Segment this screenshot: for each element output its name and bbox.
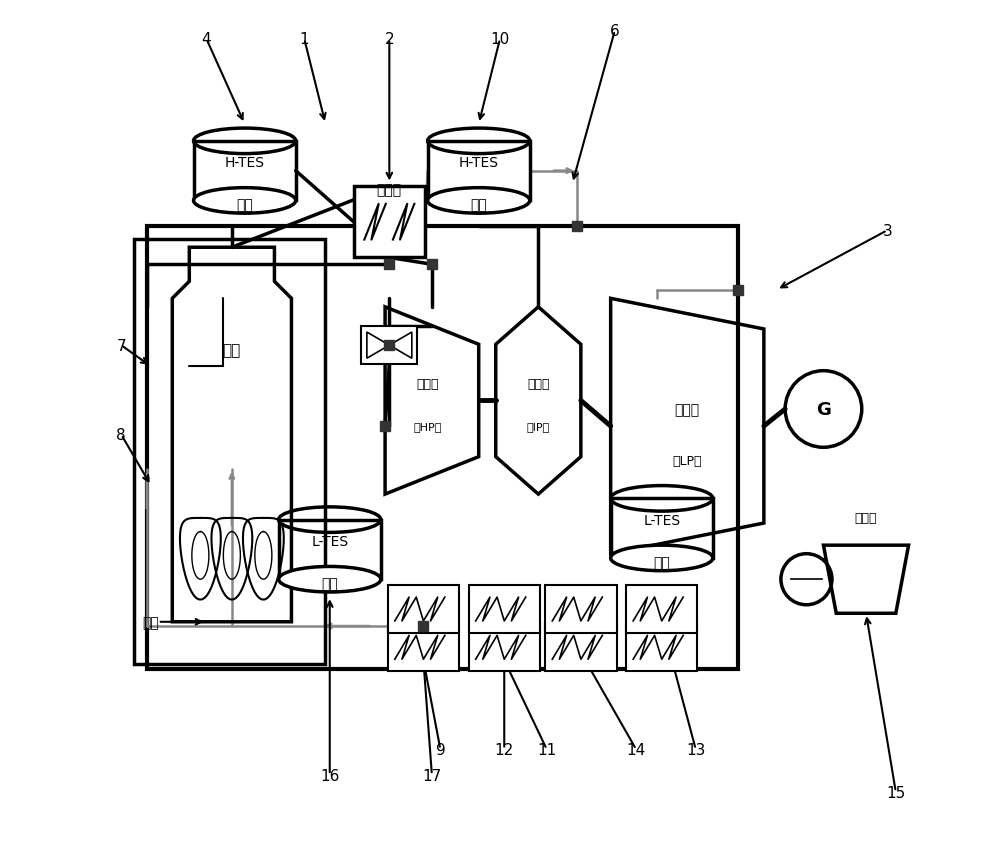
FancyBboxPatch shape	[427, 260, 437, 270]
Text: 1: 1	[299, 32, 309, 47]
Text: 冷罐: 冷罐	[653, 555, 670, 570]
FancyBboxPatch shape	[626, 624, 697, 671]
Text: 11: 11	[537, 742, 556, 757]
Text: 换热器: 换热器	[377, 183, 402, 197]
Text: （IP）: （IP）	[527, 421, 550, 432]
FancyBboxPatch shape	[545, 624, 617, 671]
FancyBboxPatch shape	[354, 187, 425, 258]
Text: 冷罐: 冷罐	[470, 199, 487, 212]
Text: 7: 7	[116, 339, 126, 353]
FancyBboxPatch shape	[418, 621, 428, 631]
FancyBboxPatch shape	[626, 585, 697, 633]
Text: 热罐: 热罐	[321, 577, 338, 591]
Text: 热罐: 热罐	[236, 199, 253, 212]
FancyBboxPatch shape	[380, 421, 390, 432]
FancyBboxPatch shape	[469, 624, 540, 671]
Text: G: G	[816, 401, 831, 419]
Ellipse shape	[428, 189, 530, 214]
Text: 高压缸: 高压缸	[416, 378, 438, 391]
Text: 12: 12	[495, 742, 514, 757]
Text: H-TES: H-TES	[459, 156, 499, 170]
Ellipse shape	[279, 566, 381, 592]
Text: （HP）: （HP）	[413, 421, 441, 432]
FancyBboxPatch shape	[572, 222, 582, 232]
Text: L-TES: L-TES	[643, 513, 680, 527]
Text: 15: 15	[886, 785, 905, 799]
Ellipse shape	[611, 546, 713, 571]
Ellipse shape	[194, 189, 296, 214]
Text: 3: 3	[882, 223, 892, 239]
Text: 冷却塔: 冷却塔	[855, 511, 877, 525]
Text: 17: 17	[422, 768, 442, 782]
Text: （LP）: （LP）	[673, 454, 702, 467]
Text: 8: 8	[116, 427, 126, 443]
Text: 14: 14	[627, 742, 646, 757]
Text: 9: 9	[436, 742, 445, 757]
Text: 2: 2	[385, 32, 394, 47]
Text: 4: 4	[202, 32, 211, 47]
FancyBboxPatch shape	[384, 340, 394, 351]
Text: 低压缸: 低压缸	[675, 403, 700, 416]
Text: 煤粉: 煤粉	[142, 615, 159, 629]
Text: 13: 13	[686, 742, 705, 757]
Text: H-TES: H-TES	[225, 156, 265, 170]
FancyBboxPatch shape	[384, 260, 394, 270]
Text: L-TES: L-TES	[311, 534, 348, 548]
Text: 中压缸: 中压缸	[527, 378, 550, 391]
FancyBboxPatch shape	[388, 624, 459, 671]
Text: 10: 10	[490, 32, 510, 47]
FancyBboxPatch shape	[733, 286, 743, 296]
Text: 16: 16	[320, 768, 339, 782]
FancyBboxPatch shape	[469, 585, 540, 633]
Text: 锅炉: 锅炉	[223, 343, 241, 357]
FancyBboxPatch shape	[388, 585, 459, 633]
Text: 6: 6	[610, 24, 620, 38]
FancyBboxPatch shape	[361, 327, 417, 364]
FancyBboxPatch shape	[545, 585, 617, 633]
